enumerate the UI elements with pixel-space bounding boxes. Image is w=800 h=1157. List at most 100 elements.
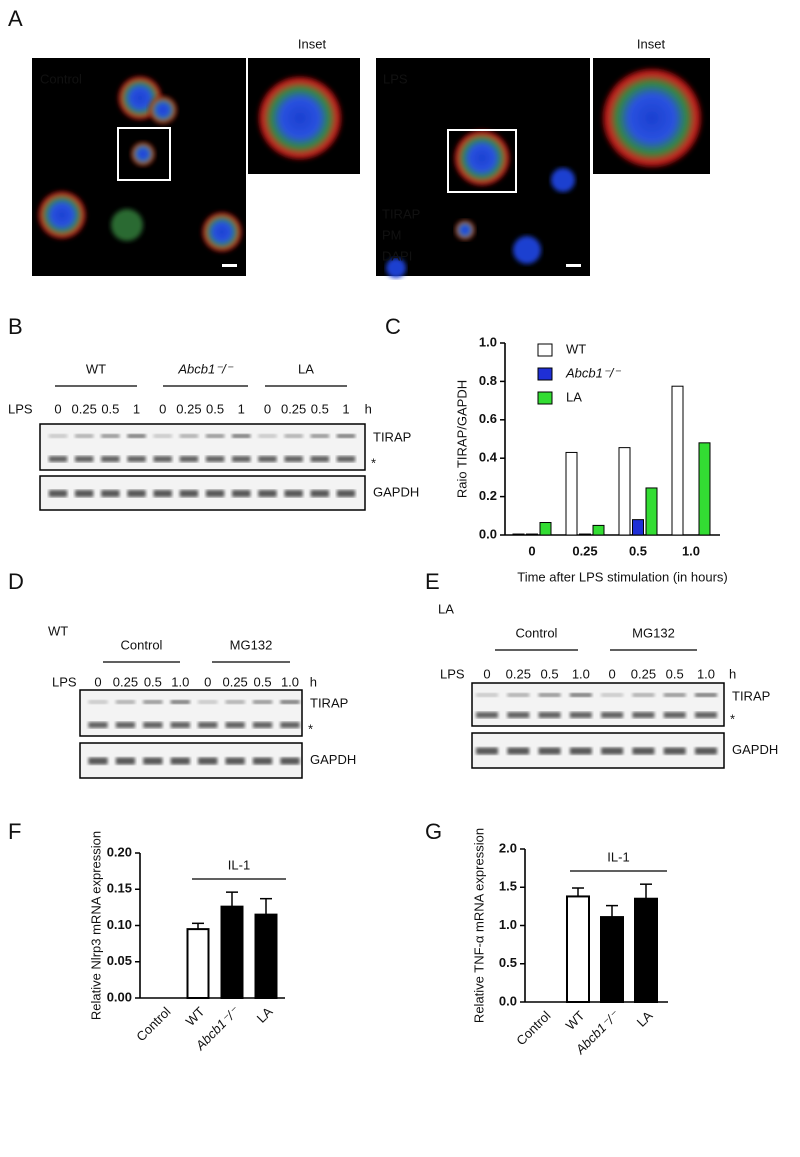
band: [538, 747, 561, 755]
lane-label: 0: [159, 401, 166, 416]
panel-letter: F: [8, 819, 21, 844]
band: [205, 456, 225, 462]
band: [205, 434, 225, 438]
y-tick-label: 0.4: [479, 450, 498, 465]
bar: [671, 385, 684, 536]
lane-label: 0: [94, 674, 101, 689]
band-label: TIRAP: [310, 695, 348, 710]
blot-tirap: [79, 689, 303, 737]
bar: [579, 533, 591, 536]
band: [153, 434, 172, 438]
band: [507, 747, 530, 755]
error-bar: [260, 897, 272, 915]
band: [48, 434, 68, 438]
blot-tirap: [39, 423, 366, 471]
band-label: *: [308, 721, 313, 736]
y-tick-label: 0.05: [107, 953, 132, 968]
band: [170, 757, 190, 765]
bar: [632, 519, 644, 536]
band-label: *: [730, 711, 735, 726]
band: [632, 693, 655, 697]
band: [115, 722, 136, 728]
band: [336, 434, 356, 438]
x-tick-label: LA: [254, 1004, 276, 1026]
band: [538, 712, 561, 718]
band: [310, 490, 329, 497]
lane-label: 0.5: [541, 666, 559, 681]
y-tick-label: 1.0: [499, 917, 517, 932]
band: [336, 456, 356, 462]
bar: [645, 487, 658, 536]
band: [127, 434, 146, 438]
band: [88, 757, 108, 765]
micrograph-lps: [376, 58, 710, 278]
y-axis-label: Relative TNF-α mRNA expression: [471, 828, 486, 1023]
y-tick-label: 0.10: [107, 917, 132, 932]
bar: [512, 533, 525, 536]
x-tick-label: 0.5: [629, 543, 647, 558]
band: [88, 700, 108, 704]
lane-label: 1.0: [281, 674, 299, 689]
band: [601, 747, 624, 755]
band: [225, 722, 245, 728]
blots: [39, 423, 725, 779]
band: [75, 490, 94, 497]
band-label: GAPDH: [310, 752, 356, 767]
y-axis-label: Relative Nlrp3 mRNA expression: [88, 831, 103, 1020]
row-label: LPS: [440, 666, 465, 681]
band: [232, 490, 251, 497]
band: [258, 456, 277, 462]
lane-label: 0.25: [281, 401, 306, 416]
band: [632, 747, 655, 755]
lane-label: 1.0: [572, 666, 590, 681]
bar: [254, 913, 278, 999]
band: [601, 693, 624, 697]
group-label: WT: [86, 361, 106, 376]
band: [198, 757, 218, 765]
y-tick-label: 0.0: [479, 526, 497, 541]
lane-label: 0.5: [254, 674, 272, 689]
legend-label: LA: [566, 389, 582, 404]
lane-label: 0.25: [222, 674, 247, 689]
band: [179, 456, 199, 462]
band: [476, 712, 498, 718]
group-label: LA: [298, 361, 314, 376]
band: [663, 693, 686, 697]
y-tick-label: 0.0: [499, 993, 517, 1008]
group-label: Control: [121, 637, 163, 652]
band: [101, 434, 120, 438]
y-tick-label: 0.15: [107, 881, 132, 896]
lane-label: 1.0: [697, 666, 715, 681]
x-tick-label: Control: [513, 1008, 553, 1048]
band: [538, 693, 561, 697]
lane-label: 1: [133, 401, 140, 416]
y-tick-label: 0.8: [479, 373, 497, 388]
band: [143, 700, 163, 704]
band: [88, 722, 108, 728]
band: [280, 700, 300, 704]
inset-label: Inset: [637, 36, 666, 51]
panel-letter: C: [385, 314, 401, 339]
band: [101, 456, 120, 462]
lane-label: 0.25: [631, 666, 656, 681]
blot-tirap: [471, 682, 725, 727]
legend-swatch: [537, 367, 553, 381]
lane-label: 0: [204, 674, 211, 689]
error-bar: [192, 922, 204, 930]
band-label: *: [371, 455, 376, 470]
unit-label: h: [310, 674, 317, 689]
band: [179, 490, 199, 497]
lane-label: 0.5: [666, 666, 684, 681]
lane-label: 1.0: [171, 674, 189, 689]
annotation: IL-1: [228, 857, 250, 872]
band: [127, 490, 146, 497]
lane-label: 1: [238, 401, 245, 416]
row-label: LPS: [52, 674, 77, 689]
error-bar: [640, 883, 652, 899]
error-bar: [606, 904, 618, 918]
band: [153, 490, 172, 497]
band: [179, 434, 199, 438]
band: [115, 757, 136, 765]
band: [258, 490, 277, 497]
band: [225, 757, 245, 765]
